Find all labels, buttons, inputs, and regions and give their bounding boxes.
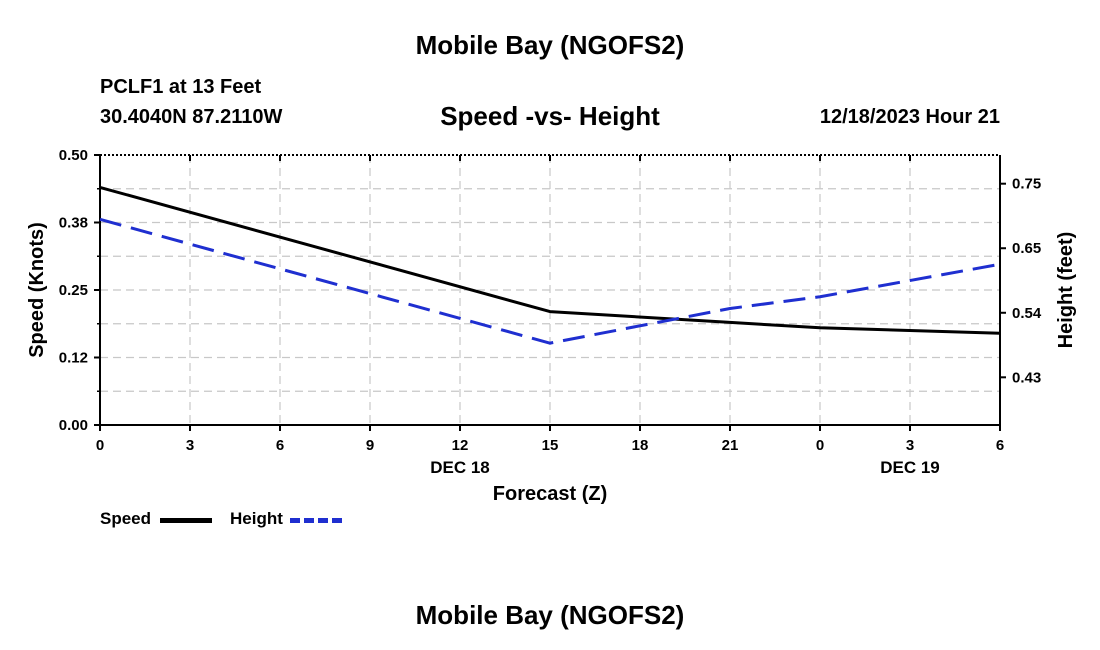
- legend-speed-label: Speed: [100, 509, 152, 528]
- x-tick-label: 0: [816, 437, 824, 454]
- footer-title: Mobile Bay (NGOFS2): [415, 600, 685, 630]
- station-coordinates: 30.4040N 87.2110W: [100, 106, 283, 128]
- x-tick-label: 18: [632, 437, 649, 454]
- y2-axis-title: Height (feet): [1055, 232, 1077, 349]
- x-tick-label: 3: [906, 437, 914, 454]
- x-tick-label: 6: [996, 437, 1004, 454]
- y-tick-label: 0.25: [59, 282, 88, 299]
- x-date-label: DEC 18: [430, 458, 490, 477]
- x-tick-label: 9: [366, 437, 374, 454]
- y-axis-title: Speed (Knots): [26, 222, 48, 358]
- x-tick-label: 21: [722, 437, 739, 454]
- legend-height-label: Height: [230, 509, 283, 528]
- y2-tick-label: 0.54: [1012, 305, 1042, 322]
- legend-speed-swatch: [160, 518, 212, 523]
- chart-title: Speed -vs- Height: [440, 101, 660, 131]
- speed-series-line: [99, 185, 1001, 335]
- y2-tick-label: 0.43: [1012, 369, 1041, 386]
- page-title: Mobile Bay (NGOFS2): [415, 30, 685, 60]
- y-tick-label: 0.12: [59, 350, 88, 367]
- forecast-timestamp: 12/18/2023 Hour 21: [819, 106, 1000, 128]
- height-series-line: [99, 217, 1001, 345]
- x-tick-label: 12: [452, 437, 469, 454]
- y2-tick-label: 0.75: [1012, 176, 1041, 193]
- station-label: PCLF1 at 13 Feet: [100, 76, 262, 98]
- x-tick-label: 0: [96, 437, 104, 454]
- x-tick-label: 3: [186, 437, 194, 454]
- y-tick-label: 0.50: [59, 147, 88, 164]
- x-axis-title: Forecast (Z): [493, 483, 607, 505]
- x-date-label: DEC 19: [880, 458, 940, 477]
- y-tick-label: 0.38: [59, 215, 88, 232]
- legend-height-swatch: [290, 518, 342, 523]
- x-tick-label: 6: [276, 437, 284, 454]
- y-tick-label: 0.00: [59, 417, 88, 434]
- y2-tick-label: 0.65: [1012, 240, 1041, 257]
- x-tick-label: 15: [542, 437, 559, 454]
